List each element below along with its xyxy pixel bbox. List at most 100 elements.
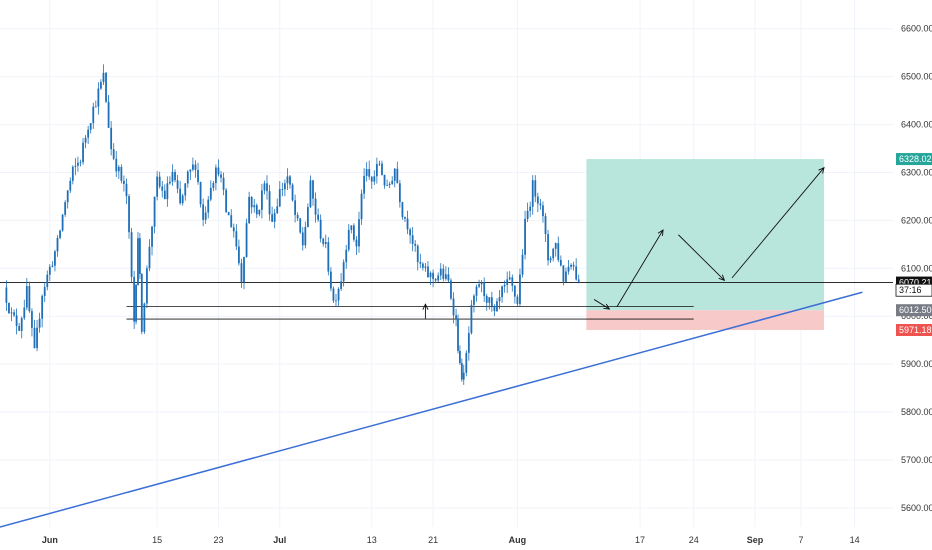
candle-body	[199, 182, 202, 205]
y-tick-label: 6200.00	[901, 215, 932, 225]
x-tick-label: 7	[799, 535, 804, 545]
candle-body	[112, 149, 115, 159]
candle-body	[128, 196, 130, 233]
candle-body	[301, 232, 304, 246]
candle-body	[342, 262, 345, 282]
candle-body	[554, 243, 557, 249]
candle-body	[565, 271, 567, 282]
candle-body	[531, 180, 534, 207]
candle-body	[404, 216, 406, 219]
candle-body	[368, 169, 371, 177]
candle-body	[184, 183, 187, 196]
candle-body	[552, 248, 555, 259]
candle-body	[337, 288, 340, 301]
candle-body	[258, 209, 261, 215]
candle-body	[534, 180, 537, 197]
projection-arrow-head	[603, 303, 611, 310]
candle-body	[526, 210, 529, 219]
candle-body	[460, 362, 463, 380]
y-tick-label: 5600.00	[901, 503, 932, 513]
x-tick-label: 13	[367, 535, 377, 545]
candle-body	[567, 266, 570, 272]
price-tag-entry-text: 6012.50	[899, 305, 932, 315]
candle-body	[169, 181, 171, 184]
candle-body	[92, 106, 95, 124]
candle-body	[306, 207, 309, 227]
candle-body	[488, 297, 491, 303]
candle-body	[480, 282, 483, 285]
candle-body	[174, 172, 176, 181]
x-tick-label: Aug	[509, 535, 527, 545]
projection-arrows	[422, 166, 825, 319]
candle-body	[406, 218, 409, 230]
candle-body	[276, 206, 279, 214]
candle-body	[140, 273, 143, 332]
candle-body	[289, 176, 291, 185]
candle-body	[401, 202, 404, 217]
candle-body	[434, 278, 437, 281]
candle-body	[414, 243, 417, 246]
price-tag-countdown	[895, 283, 932, 297]
candle-body	[179, 188, 182, 204]
candle-body	[501, 286, 503, 298]
candle-body	[439, 268, 442, 276]
candle-body	[396, 168, 399, 184]
candle-body	[570, 264, 572, 267]
candle-body	[490, 297, 493, 307]
candle-body	[271, 214, 274, 222]
candle-body	[511, 277, 514, 286]
candle-body	[355, 239, 358, 247]
candle-body	[557, 243, 560, 260]
candle-body	[327, 242, 330, 272]
candle-body	[547, 234, 549, 261]
candle-body	[23, 307, 26, 318]
candle-body	[130, 232, 133, 277]
candle-body	[442, 268, 445, 279]
position-zones	[586, 159, 825, 331]
x-tick-label: Jun	[42, 535, 58, 545]
y-tick-label: 5800.00	[901, 407, 932, 417]
candle-body	[194, 164, 197, 171]
candle-body	[508, 277, 511, 280]
candle-body	[107, 101, 110, 128]
candle-body	[158, 176, 161, 187]
y-tick-label: 6300.00	[901, 167, 932, 177]
candle-body	[123, 180, 125, 184]
candle-body	[304, 226, 307, 246]
candle-body	[248, 196, 251, 224]
candle-body	[365, 169, 368, 176]
projection-arrow-head	[818, 166, 825, 174]
candle-body	[245, 223, 248, 257]
candle-body	[48, 266, 51, 275]
candle-body	[470, 304, 473, 334]
x-tick-label: 14	[850, 535, 860, 545]
candle-body	[237, 246, 240, 264]
projection-arrow-head	[718, 274, 726, 281]
candle-body	[28, 286, 31, 312]
candle-body	[74, 165, 77, 167]
candle-body	[18, 325, 21, 331]
candle-body	[120, 166, 123, 181]
candle-body	[444, 274, 447, 279]
candle-body	[71, 166, 74, 181]
candle-body	[429, 272, 432, 278]
candle-body	[473, 295, 475, 305]
y-tick-label: 6100.00	[901, 263, 932, 273]
candle-body	[125, 183, 128, 197]
price-tag-target-text: 6328.02	[899, 154, 932, 164]
x-axis: Jun 15 23 Jul 13 21 Aug 17 24 Sep 7 14	[42, 535, 860, 545]
candle-body	[411, 235, 414, 244]
candle-body	[253, 205, 256, 208]
candle-body	[243, 256, 245, 282]
candle-body	[291, 184, 294, 201]
candle-body	[54, 251, 56, 266]
candle-body	[437, 275, 440, 281]
projection-arrow	[678, 234, 725, 281]
candle-body	[163, 190, 166, 200]
candle-body	[260, 190, 263, 210]
candle-body	[20, 317, 23, 331]
candle-body	[105, 72, 107, 102]
candle-body	[148, 246, 151, 269]
candle-body	[539, 203, 542, 206]
